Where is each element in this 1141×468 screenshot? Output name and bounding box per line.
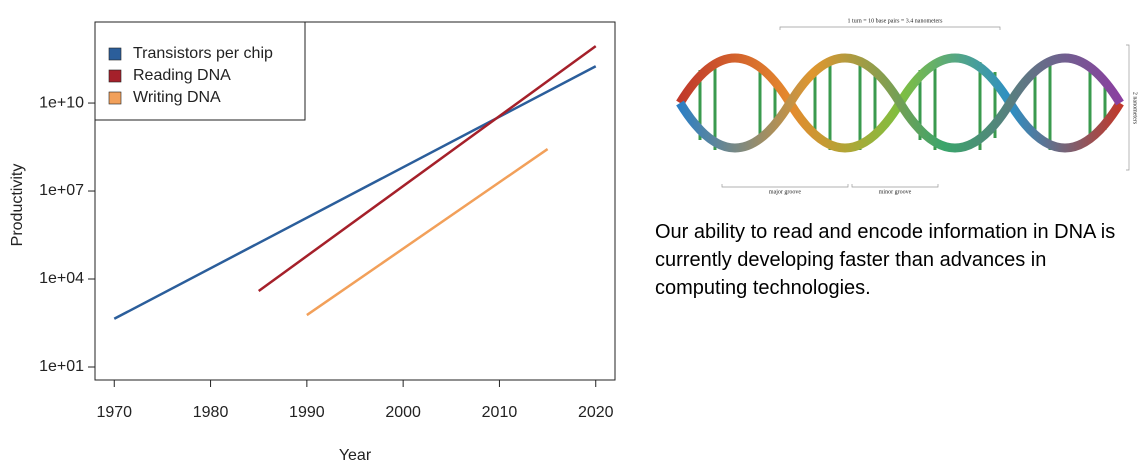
x-tick-label: 2010 [482, 404, 518, 421]
legend-swatch [108, 91, 122, 105]
x-tick-label: 2020 [578, 404, 614, 421]
series-line [113, 65, 597, 320]
figure-label: 1 turn = 10 base pairs = 3.4 nanometers [848, 18, 944, 24]
series-line [306, 148, 549, 317]
y-tick-label: 1e+10 [39, 94, 84, 111]
y-tick-label: 1e+01 [39, 358, 84, 375]
figure-label: 2 nanometers [1132, 92, 1138, 125]
y-axis-label: Productivity [9, 164, 26, 247]
caption: Our ability to read and encode informati… [655, 221, 1116, 299]
figure-label: major groove [769, 189, 801, 195]
bracket [779, 26, 1001, 30]
legend-label: Reading DNA [133, 67, 231, 84]
legend-swatch [108, 69, 122, 83]
bracket [1126, 44, 1130, 171]
plot-frame [94, 21, 616, 381]
base-pairs [698, 62, 1107, 150]
series-line [257, 45, 597, 293]
chart: Year Productivity 1970 1980 1990 2000 2010 20… [9, 21, 616, 464]
x-tick-label: 2000 [385, 404, 421, 421]
bracket [721, 184, 939, 188]
figure-label: minor groove [879, 189, 912, 195]
x-tick-label: 1990 [289, 404, 325, 421]
y-tick-label: 1e+07 [39, 182, 84, 199]
y-tick-label: 1e+04 [39, 270, 84, 287]
legend-label: Transistors per chip [133, 45, 273, 62]
x-axis-label: Year [339, 447, 372, 464]
legend-label: Writing DNA [133, 89, 221, 106]
dna-figure: 1 turn = 10 base pairs = 3.4 nanometers … [676, 18, 1138, 195]
x-tick-label: 1970 [96, 404, 132, 421]
legend-box [94, 21, 306, 121]
legend-swatch [108, 47, 122, 61]
x-tick-label: 1980 [193, 404, 229, 421]
strand [676, 53, 1124, 153]
